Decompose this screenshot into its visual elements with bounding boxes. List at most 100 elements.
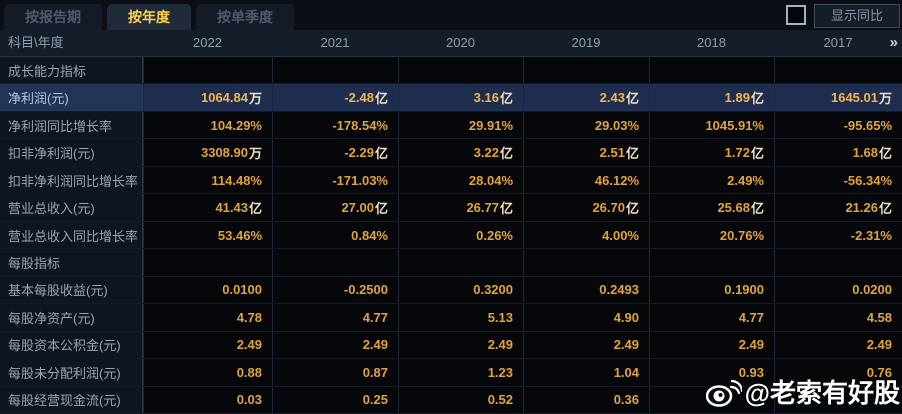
cell-value [272,249,398,276]
cell-value: 53.46% [143,221,272,249]
cell-value: -2.48 亿 [272,84,398,111]
table-row: 每股资本公积金(元) 2.49 2.49 2.49 2.49 2.49 2.49 [0,331,902,360]
cell-value: 4.90 [523,304,649,331]
row-label: 扣非净利润(元) [0,139,143,166]
row-label: 营业总收入(元) [0,194,143,221]
cell-value: 0.03 [143,386,272,414]
cell-value: 46.12% [523,166,649,194]
tab-quarterly[interactable]: 按单季度 [196,4,294,30]
cell-value: -171.03% [272,166,398,194]
cell-value: 0.93 [649,359,774,386]
cell-value: 26.70 亿 [523,194,649,221]
cell-value: 3308.90 万 [143,139,272,166]
cell-value: 1.89 亿 [649,84,774,111]
table-row: 基本每股收益(元) 0.0100 -0.2500 0.3200 0.2493 0.1900… [0,276,902,305]
cell-value: 2.43 亿 [523,84,649,111]
cell-value: 0.84% [272,221,398,249]
cell-value [774,57,902,84]
cell-value: 2.49% [649,166,774,194]
cell-value [398,57,523,84]
row-label: 基本每股收益(元) [0,276,143,304]
cell-value [143,249,272,276]
cell-value [774,386,902,414]
cell-value: 4.58 [774,304,902,331]
cell-value: -2.29 亿 [272,139,398,166]
cell-value: 25.68 亿 [649,194,774,221]
show-yoy-label[interactable]: 显示同比 [814,4,900,28]
table-row: 每股经营现金流(元) 0.03 0.25 0.52 0.36 [0,386,902,414]
cell-value: 114.48% [143,166,272,194]
cell-value: 2.49 [649,331,774,359]
cell-value: 1.04 [523,359,649,386]
cell-value: 0.87 [272,359,398,386]
year-header-2017: 2017» [774,30,902,56]
cell-value: 4.77 [272,304,398,331]
table-row: 营业总收入(元) 41.43 亿 27.00 亿 26.77 亿 26.70 亿 25.68 亿 21… [0,194,902,222]
cell-value: 1.68 亿 [774,139,902,166]
year-header-2019: 2019 [571,35,601,50]
table-body: 成长能力指标 净利润(元) 1064.84 万 -2.48 亿 3.16 亿 2.43 亿 1.89… [0,57,902,414]
row-label: 营业总收入同比增长率 [0,221,143,249]
cell-value: 0.26% [398,221,523,249]
cell-value [649,386,774,414]
cell-value: 2.49 [523,331,649,359]
table-row: 净利润同比增长率 104.29% -178.54% 29.91% 29.03% 1045.… [0,111,902,140]
cell-value: 3.16 亿 [398,84,523,111]
cell-value: 0.3200 [398,276,523,304]
cell-value: 0.52 [398,386,523,414]
cell-value: 28.04% [398,166,523,194]
cell-value: 21.26 亿 [774,194,902,221]
table-header-row: 科目\年度 2022 2021 2020 2019 2018 2017» [0,30,902,57]
row-label: 净利润同比增长率 [0,111,143,139]
table-row: 扣非净利润同比增长率 114.48% -171.03% 28.04% 46.12% 2.4… [0,166,902,195]
cell-value: -178.54% [272,111,398,139]
cell-value: 1064.84 万 [143,84,272,111]
year-header-2022: 2022 [193,35,222,50]
table-row: 成长能力指标 [0,57,902,85]
table-row: 每股净资产(元) 4.78 4.77 5.13 4.90 4.77 4.58 [0,304,902,332]
cell-value: 4.00% [523,221,649,249]
cell-value: 0.36 [523,386,649,414]
cell-value [523,57,649,84]
row-label: 每股指标 [0,249,143,276]
cell-value: 0.2493 [523,276,649,304]
cell-value [272,57,398,84]
cell-value: 5.13 [398,304,523,331]
cell-value: 2.49 [143,331,272,359]
cell-value: 27.00 亿 [272,194,398,221]
table-row: 扣非净利润(元) 3308.90 万 -2.29 亿 3.22 亿 2.51 亿 1.72 亿 1.6… [0,139,902,167]
row-label: 每股经营现金流(元) [0,386,143,414]
row-label: 每股资本公积金(元) [0,331,143,359]
more-years-icon[interactable]: » [889,34,898,51]
row-label: 每股未分配利润(元) [0,359,143,386]
cell-value: 1.23 [398,359,523,386]
period-tabbar: 按报告期 按年度 按单季度 显示同比 [0,0,902,30]
cell-value [398,249,523,276]
cell-value: 2.49 [774,331,902,359]
cell-value: -0.2500 [272,276,398,304]
tab-report-period[interactable]: 按报告期 [4,4,102,30]
cell-value: 4.78 [143,304,272,331]
tab-annual[interactable]: 按年度 [107,4,191,30]
cell-value [649,249,774,276]
table-row: 净利润(元) 1064.84 万 -2.48 亿 3.16 亿 2.43 亿 1.89 亿 1645.… [0,84,902,112]
cell-value: 29.03% [523,111,649,139]
row-label: 每股净资产(元) [0,304,143,331]
cell-value: -56.34% [774,166,902,194]
row-label: 成长能力指标 [0,57,143,84]
cell-value: 0.0100 [143,276,272,304]
cell-value: 0.1900 [649,276,774,304]
cell-value: -2.31% [774,221,902,249]
show-yoy-checkbox[interactable] [786,5,806,25]
cell-value: 2.51 亿 [523,139,649,166]
cell-value: 41.43 亿 [143,194,272,221]
cell-value: 4.77 [649,304,774,331]
row-label: 扣非净利润同比增长率 [0,166,143,194]
cell-value: 1045.91% [649,111,774,139]
cell-value: 3.22 亿 [398,139,523,166]
table-row: 每股指标 [0,249,902,277]
year-header-2021: 2021 [320,35,350,50]
table-row: 每股未分配利润(元) 0.88 0.87 1.23 1.04 0.93 0.76 [0,359,902,387]
cell-value: 104.29% [143,111,272,139]
cell-value: 0.25 [272,386,398,414]
